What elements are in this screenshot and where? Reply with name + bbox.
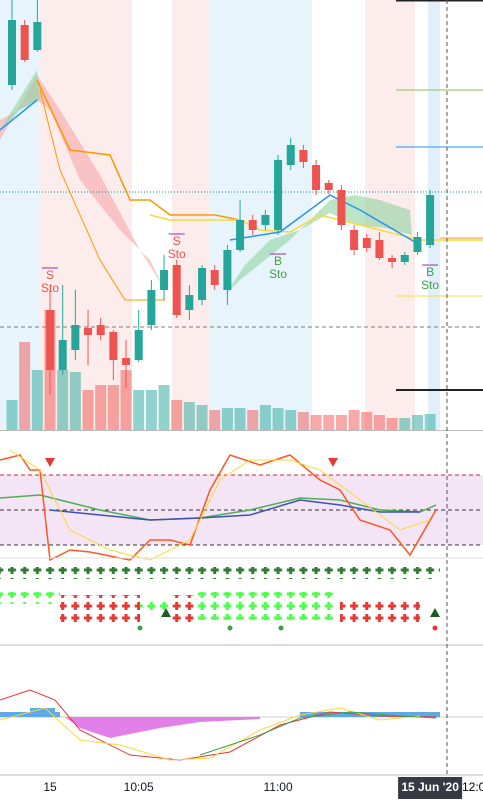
signal-label: S: [173, 234, 181, 248]
candle-body: [172, 265, 181, 315]
volume-bar: [424, 414, 436, 430]
candle-body: [134, 330, 143, 360]
candle-body: [400, 255, 409, 262]
signal-label: B: [426, 265, 434, 279]
volume-bar: [183, 402, 195, 430]
volume-bar: [171, 400, 183, 430]
x-tick-label: 15 Jun '20: [401, 780, 459, 794]
candle-body: [413, 237, 422, 252]
volume-bar: [133, 390, 145, 430]
candle-body: [84, 328, 93, 335]
volume-bar: [361, 412, 373, 430]
volume-bar: [158, 385, 170, 430]
candle-body: [261, 215, 270, 225]
volume-bar: [373, 415, 385, 430]
candle-body: [58, 340, 67, 370]
candle-body: [198, 268, 207, 300]
candle-body: [122, 358, 131, 365]
volume-bar: [348, 410, 360, 430]
volume-bar: [272, 408, 284, 430]
signal-dots-pane: [0, 567, 440, 631]
candle-body: [160, 270, 169, 290]
volume-bar: [69, 372, 81, 430]
candle-body: [350, 230, 359, 250]
volume-bar: [285, 410, 297, 430]
volume-bar: [82, 390, 94, 430]
x-tick-label: 10:05: [124, 780, 154, 794]
candle-body: [248, 220, 257, 230]
bands: [0, 0, 483, 391]
candle-body: [33, 22, 42, 50]
volume-bar: [95, 385, 107, 430]
signal-label: S: [46, 268, 54, 282]
volume-bar: [31, 370, 43, 430]
candle-body: [362, 238, 371, 248]
volume-bar: [399, 418, 411, 430]
candle-body: [71, 325, 80, 350]
candle-body: [426, 195, 435, 245]
volume-bar: [247, 410, 259, 430]
volume-bar: [386, 418, 398, 430]
candle-body: [109, 332, 118, 360]
volume-bar: [19, 342, 31, 430]
volume-bar: [120, 370, 132, 430]
signal-label: Sto: [421, 278, 439, 292]
candle-body: [8, 20, 16, 85]
candle-body: [312, 165, 321, 190]
candle-body: [324, 183, 333, 190]
volume-bar: [145, 390, 157, 430]
candle-body: [274, 160, 283, 230]
macd-pane: [0, 689, 483, 761]
volume-bar: [411, 415, 423, 430]
candle-body: [20, 25, 29, 60]
candle-body: [236, 220, 245, 250]
signal-label: Sto: [168, 247, 186, 261]
candle-body: [388, 258, 397, 262]
x-tick-label: 15: [43, 780, 57, 794]
x-tick-label: 12:0: [462, 780, 483, 794]
candle-body: [375, 240, 384, 258]
signal-label: Sto: [41, 281, 59, 295]
volume-bar: [57, 370, 69, 430]
volume-bar: [196, 405, 208, 430]
volume-bar: [221, 408, 233, 430]
candle-body: [96, 325, 105, 335]
crosshair-label-box: [398, 777, 463, 799]
volume-bar: [234, 408, 246, 430]
volume-bar: [335, 415, 347, 430]
candle-body: [337, 190, 346, 225]
candle-body: [210, 270, 219, 285]
volume-bar: [209, 410, 221, 430]
volume-bar: [323, 415, 335, 430]
candle-body: [147, 290, 156, 325]
volume-bar: [297, 412, 309, 430]
volume-bar: [259, 405, 271, 430]
signal-label: B: [274, 254, 282, 268]
candle-body: [299, 150, 308, 162]
candle-body: [46, 310, 55, 370]
signal-label: Sto: [269, 267, 287, 281]
candle-body: [223, 250, 232, 290]
candle-body: [185, 295, 194, 310]
volume-bar: [310, 415, 322, 430]
volume-bar: [6, 400, 18, 430]
stochastic-pane: [0, 449, 483, 562]
candle-body: [286, 145, 295, 165]
x-tick-label: 11:00: [263, 780, 292, 794]
volume-bar: [107, 385, 119, 430]
